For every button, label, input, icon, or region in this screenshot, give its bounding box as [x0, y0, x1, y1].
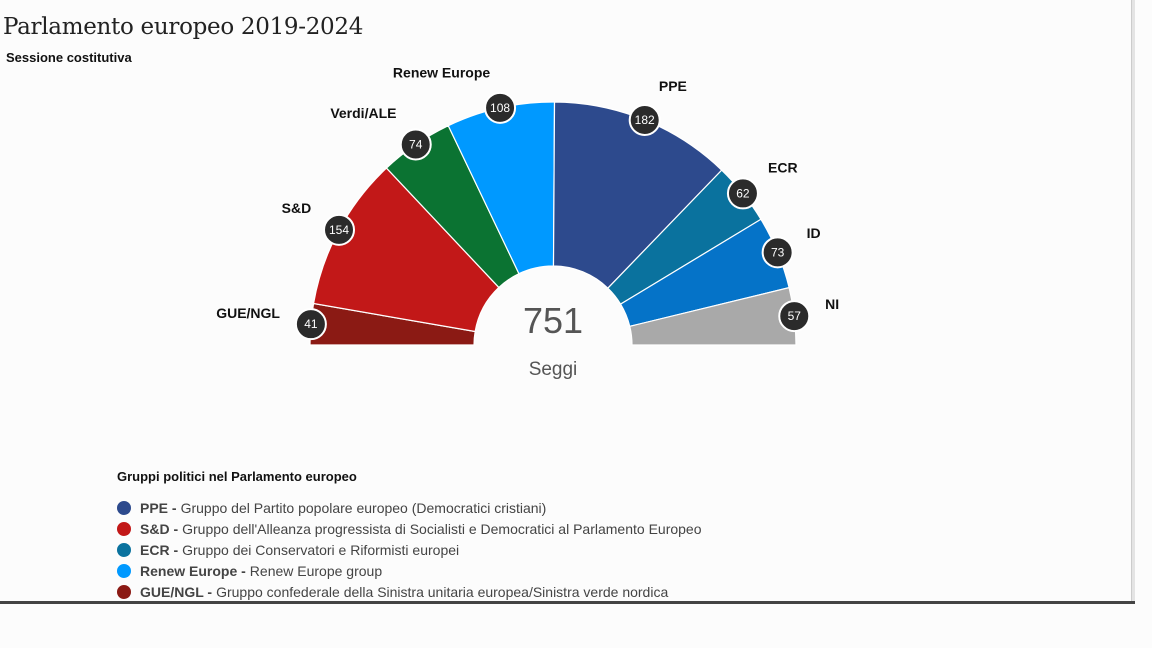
scrollbar-track[interactable] — [1131, 0, 1135, 601]
sector-ppe[interactable] — [552, 101, 723, 290]
group-label: PPE — [659, 78, 687, 94]
seat-bubble — [726, 177, 759, 210]
legend-dot-icon — [117, 500, 131, 515]
page-subtitle: Sessione costitutiva — [6, 50, 132, 65]
group-label: GUE/NGL — [216, 305, 280, 321]
legend-key: S&D - — [140, 520, 179, 537]
legend-title: Gruppi politici nel Parlamento europeo — [117, 469, 357, 484]
legend-key: GUE/NGL - — [140, 583, 213, 600]
legend-item: GUE/NGL - Gruppo confederale della Sinist… — [117, 581, 702, 602]
seat-count: 62 — [736, 186, 750, 200]
legend-text: Gruppo dell'Alleanza progressista di Soc… — [182, 520, 702, 537]
seat-count: 41 — [304, 317, 318, 331]
legend-text: Gruppo del Partito popolare europeo (Dem… — [180, 499, 547, 516]
seat-count: 182 — [635, 113, 655, 127]
seat-bubble — [323, 213, 356, 246]
page-title: Parlamento europeo 2019-2024 — [3, 14, 364, 40]
group-label: Verdi/ALE — [330, 105, 396, 121]
legend-text: Gruppo confederale della Sinistra unitar… — [216, 583, 669, 600]
total-seats: 751 — [523, 300, 583, 341]
seat-count: 108 — [490, 101, 510, 115]
legend-dot-icon — [117, 542, 131, 557]
sector-s-d[interactable] — [312, 167, 500, 333]
legend-dot-icon — [117, 521, 131, 536]
seat-count: 154 — [329, 223, 349, 237]
legend-item: S&D - Gruppo dell'Alleanza progressista d… — [117, 518, 702, 539]
seat-bubble — [294, 308, 327, 341]
seat-bubble — [761, 236, 794, 269]
legend-key: PPE - — [140, 499, 177, 516]
seat-bubble — [778, 300, 811, 333]
seat-count: 73 — [771, 245, 785, 259]
legend-text: Gruppo dei Conservatori e Riformisti eur… — [182, 541, 460, 558]
seat-bubble — [399, 128, 432, 161]
divider — [0, 601, 1135, 604]
total-seats-label: Seggi — [529, 359, 578, 380]
parliament-chart: 41 154 74 108 182 62 73 57 GUE/NGL S&D Verdi/ALE R… — [216, 64, 839, 380]
legend-key: Renew Europe - — [140, 562, 246, 579]
legend-item: PPE - Gruppo del Partito popolare europeo… — [117, 497, 702, 518]
group-label: Renew Europe — [393, 64, 490, 80]
group-label: S&D — [282, 200, 312, 216]
seat-bubble — [484, 91, 517, 124]
group-label: ECR — [768, 160, 798, 176]
legend-text: Renew Europe group — [249, 562, 383, 579]
legend: Gruppi politici nel Parlamento europeo P… — [117, 469, 702, 602]
legend-item: ECR - Gruppo dei Conservatori e Riformist… — [117, 539, 702, 560]
seat-count: 57 — [788, 309, 802, 323]
group-label: NI — [825, 296, 839, 312]
group-label: ID — [807, 225, 821, 241]
legend-dot-icon — [117, 563, 131, 578]
legend-item: Renew Europe - Renew Europe group — [117, 560, 702, 581]
seat-count: 74 — [409, 137, 423, 151]
seat-bubble — [628, 103, 661, 136]
legend-key: ECR - — [140, 541, 179, 558]
legend-dot-icon — [117, 584, 131, 599]
